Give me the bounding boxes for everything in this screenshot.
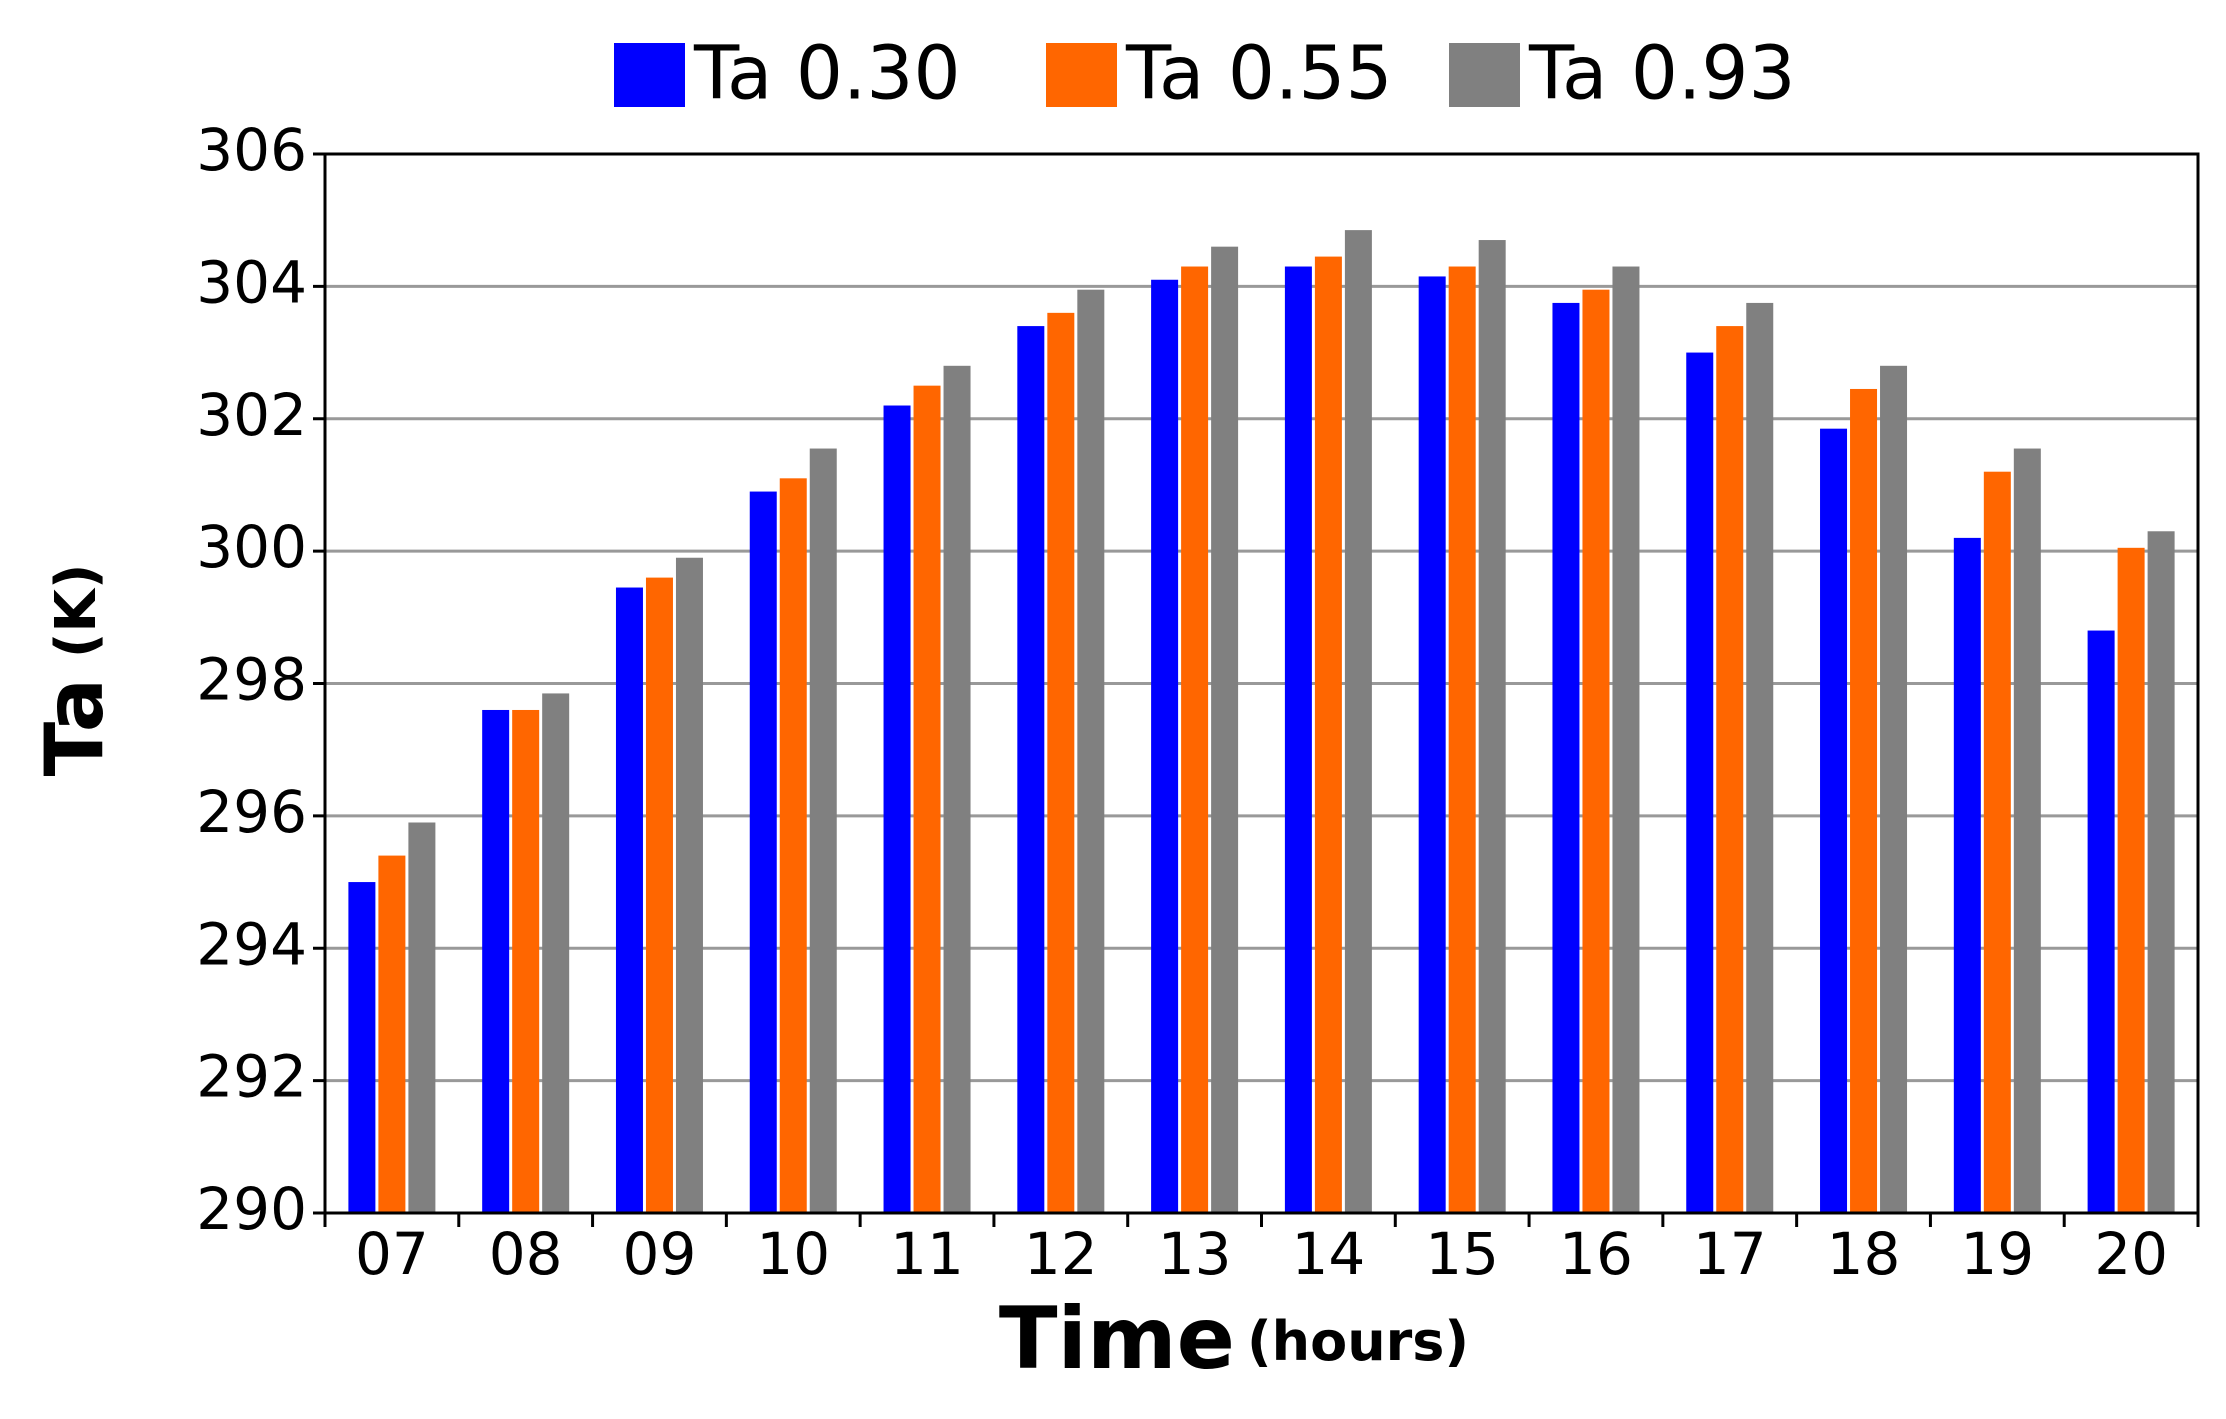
legend-swatch <box>614 43 685 107</box>
bar <box>2117 547 2145 1213</box>
x-tick-label: 10 <box>756 1220 830 1288</box>
bar <box>1953 537 1981 1213</box>
bar <box>408 822 436 1213</box>
bar <box>1418 276 1446 1213</box>
bar <box>675 557 703 1213</box>
bar <box>809 448 837 1213</box>
bar <box>512 709 540 1213</box>
bar <box>1880 365 1908 1213</box>
bar <box>2013 448 2041 1213</box>
bar <box>615 587 643 1213</box>
x-tick-label: 19 <box>1960 1220 2034 1288</box>
bar <box>1582 289 1610 1213</box>
x-tick-label: 15 <box>1425 1220 1499 1288</box>
bar <box>779 478 807 1214</box>
legend-swatch <box>1046 43 1117 107</box>
bar <box>2147 531 2175 1213</box>
bar <box>1612 266 1640 1213</box>
bar <box>1983 471 2011 1213</box>
bar <box>1017 326 1045 1213</box>
y-tick-label: 294 <box>196 910 307 978</box>
x-tick-label: 13 <box>1158 1220 1232 1288</box>
y-tick-label: 306 <box>196 116 307 184</box>
bar <box>1344 230 1372 1214</box>
y-tick-label: 290 <box>196 1175 307 1243</box>
bar <box>378 855 406 1213</box>
x-tick-label: 09 <box>623 1220 697 1288</box>
x-tick-label: 17 <box>1693 1220 1767 1288</box>
x-tick-label: 14 <box>1291 1220 1365 1288</box>
bar <box>1820 428 1848 1214</box>
bar <box>1448 266 1476 1213</box>
bar <box>2087 630 2115 1213</box>
bar <box>1181 266 1209 1213</box>
y-axis-label: Ta (K) <box>28 564 121 777</box>
legend-swatch <box>1449 43 1520 107</box>
plot-frame <box>323 152 2200 1215</box>
y-tick-label: 304 <box>196 248 307 316</box>
bar <box>1746 302 1774 1213</box>
bar <box>913 385 941 1213</box>
bar <box>482 709 510 1213</box>
x-tick-label: 08 <box>489 1220 563 1288</box>
legend-label: Ta 0.55 <box>1125 31 1393 117</box>
x-tick-label: 16 <box>1559 1220 1633 1288</box>
x-tick-label: 12 <box>1024 1220 1098 1288</box>
y-tick-label: 292 <box>196 1043 307 1111</box>
y-tick-label: 300 <box>196 513 307 581</box>
legend-label: Ta 0.93 <box>1528 31 1796 117</box>
x-tick-label: 07 <box>355 1220 429 1288</box>
y-label-unit: (K) <box>44 564 109 659</box>
bar <box>348 882 376 1213</box>
x-axis-label: Time (hours) <box>999 1289 1469 1389</box>
x-tick-label: 20 <box>2094 1220 2168 1288</box>
legend-label: Ta 0.30 <box>693 31 961 117</box>
x-label-main: Time <box>999 1289 1235 1389</box>
bar <box>1077 289 1105 1213</box>
bar <box>1047 312 1075 1214</box>
x-label-unit: (hours) <box>1247 1310 1469 1373</box>
bar <box>1314 256 1342 1213</box>
x-tick-label: 18 <box>1827 1220 1901 1288</box>
bar <box>1284 266 1312 1213</box>
bar <box>1552 302 1580 1213</box>
bar <box>1686 352 1714 1213</box>
y-label-main: Ta <box>28 678 121 776</box>
y-tick-label: 302 <box>196 381 307 449</box>
bar <box>1850 388 1878 1213</box>
bar <box>645 577 673 1213</box>
x-tick-label: 11 <box>890 1220 964 1288</box>
bar <box>943 365 971 1213</box>
bar <box>1151 279 1179 1214</box>
y-tick-label: 296 <box>196 778 307 846</box>
bar <box>1211 246 1239 1214</box>
y-tick-label: 298 <box>196 646 307 714</box>
bar <box>749 491 777 1213</box>
bar <box>1478 240 1506 1213</box>
bar <box>542 693 570 1213</box>
bar <box>883 405 911 1213</box>
bar <box>1716 326 1744 1213</box>
